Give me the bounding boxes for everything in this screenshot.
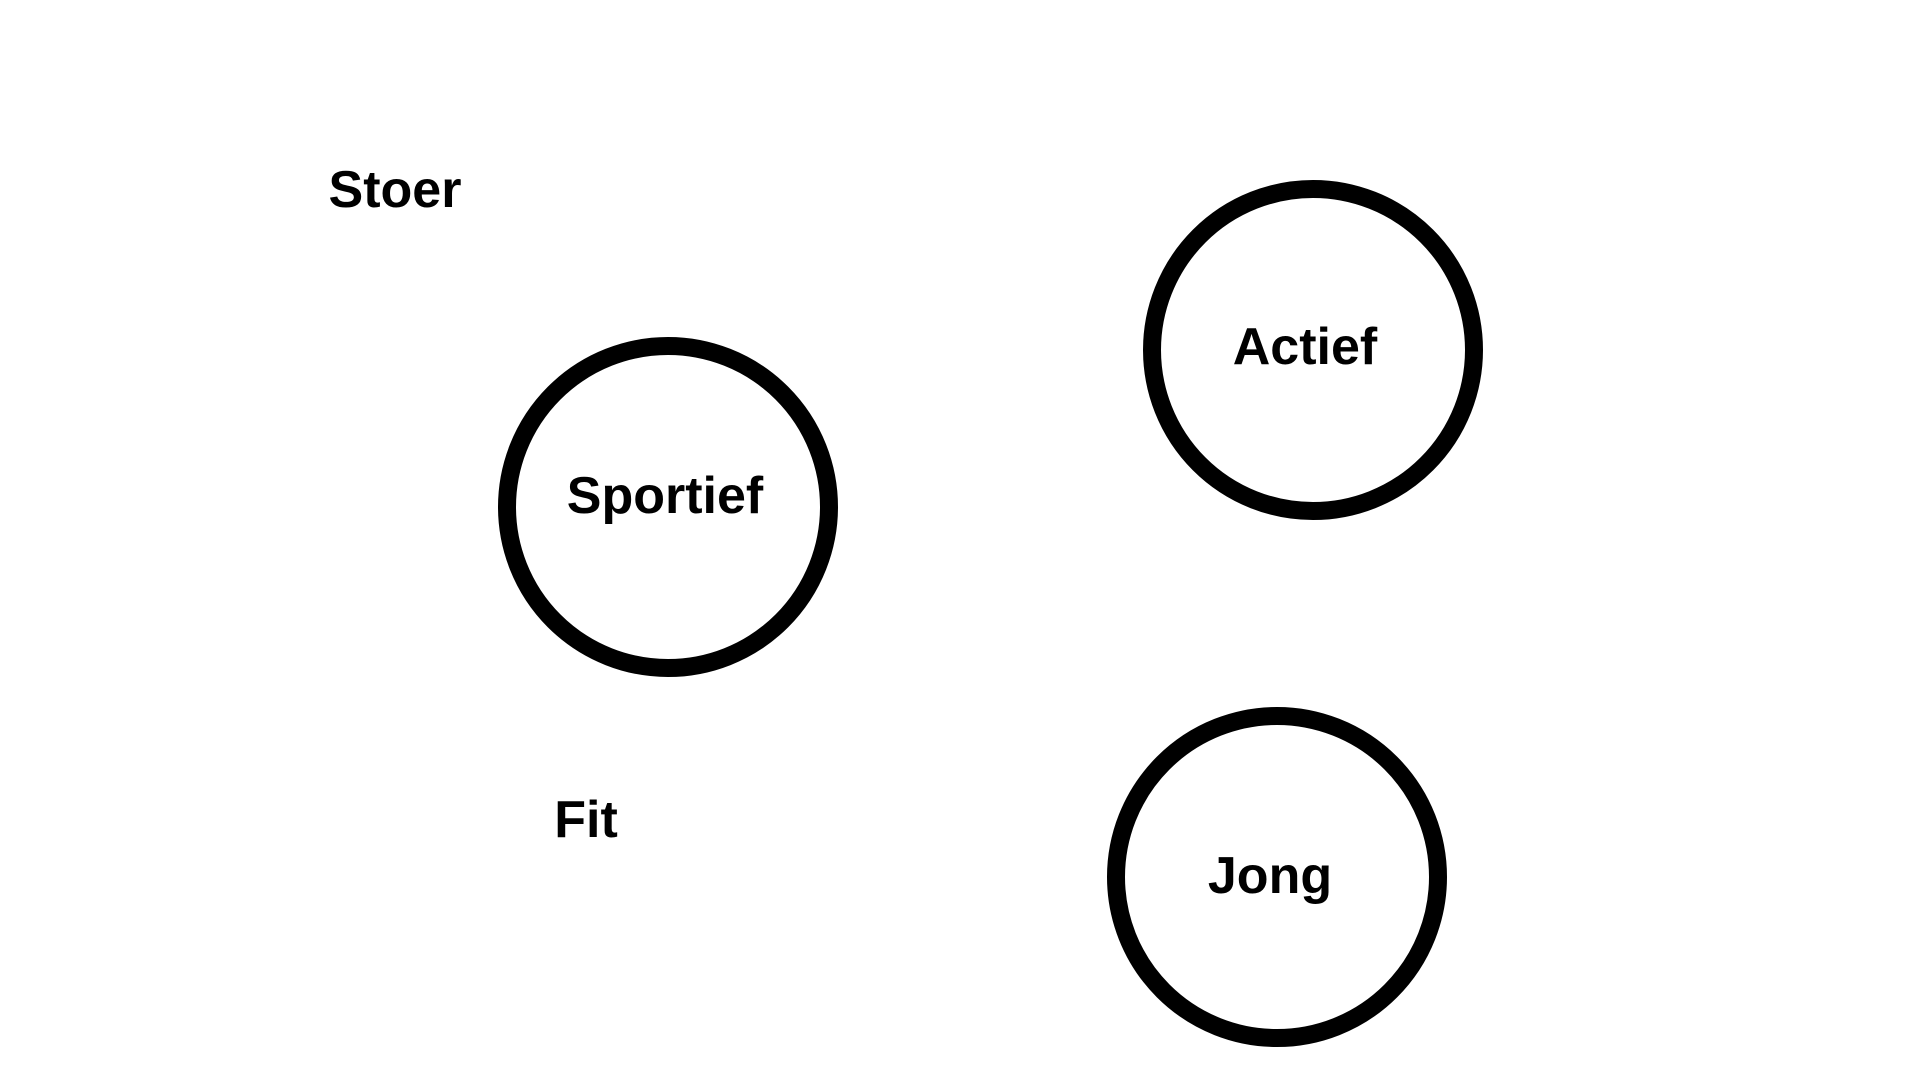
word-stoer: Stoer <box>328 161 462 219</box>
word-fit: Fit <box>554 791 618 849</box>
circle-label-actief: Actief <box>1232 318 1378 376</box>
circle-label-jong: Jong <box>1207 847 1333 905</box>
circle-label-sportief: Sportief <box>566 467 764 525</box>
